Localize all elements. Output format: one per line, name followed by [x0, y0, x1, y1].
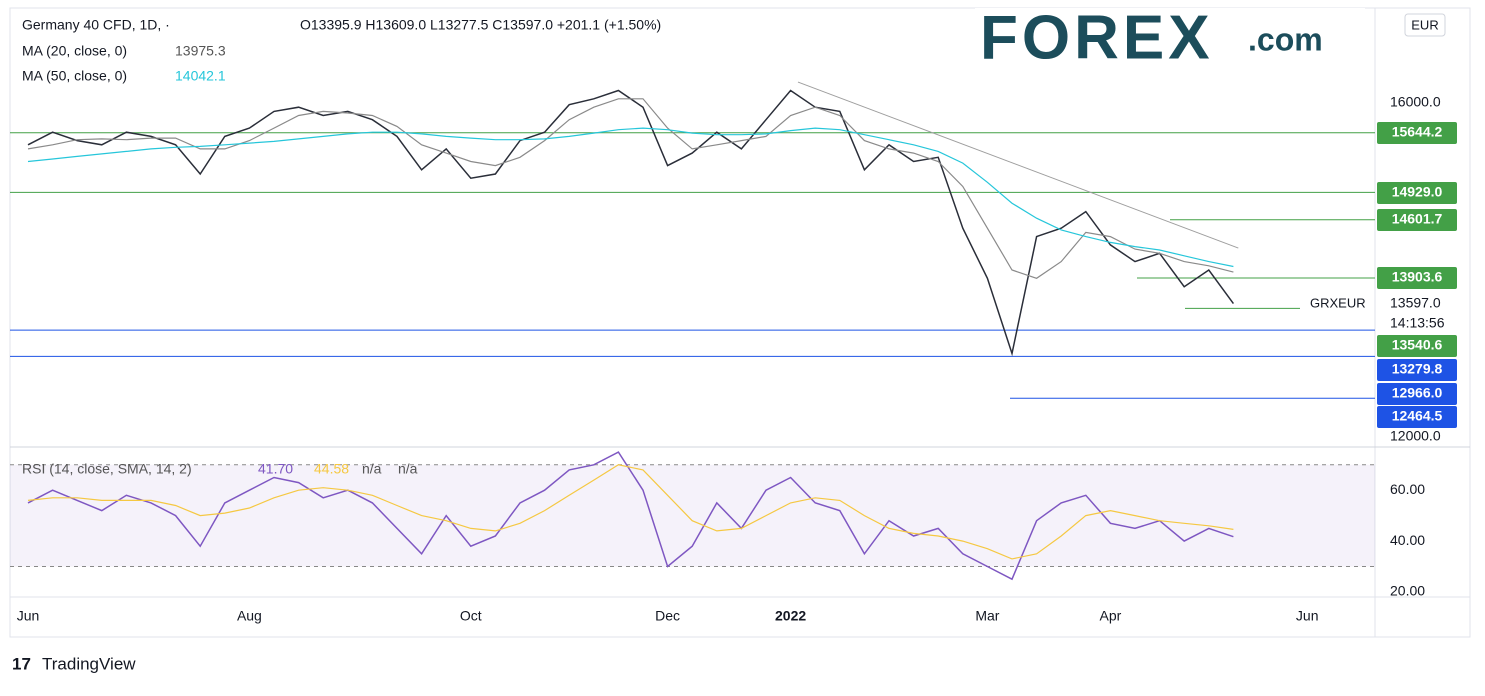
level-label: 13903.6 — [1392, 269, 1443, 285]
level-label: 14601.7 — [1392, 211, 1443, 227]
x-tick-label: Jun — [1296, 608, 1319, 624]
footer-brand: TradingView — [42, 654, 136, 673]
ma20-value: 13975.3 — [175, 43, 226, 59]
rsi-tick-label: 60.00 — [1390, 481, 1425, 497]
level-label: 12966.0 — [1392, 385, 1443, 401]
series-line — [27, 451, 1234, 581]
series-line — [27, 98, 1234, 279]
level-label-bg — [1377, 383, 1457, 405]
x-tick-label: Aug — [237, 608, 262, 624]
level-label: 12464.5 — [1392, 408, 1443, 424]
ma20-label: MA (20, close, 0) — [22, 43, 127, 59]
level-label-bg — [1377, 209, 1457, 231]
y-tick-label: 12000.0 — [1390, 428, 1441, 444]
ohlc: O13395.9 H13609.0 L13277.5 C13597.0 +201… — [300, 17, 661, 33]
rsi-value: n/a — [398, 461, 418, 477]
logo-suffix: .com — [1248, 21, 1323, 57]
series-name: GRXEUR — [1310, 295, 1366, 310]
level-label-bg — [1377, 359, 1457, 381]
y-tick-label: 16000.0 — [1390, 94, 1441, 110]
level-label-bg — [1377, 406, 1457, 428]
level-label: 13279.8 — [1392, 361, 1443, 377]
series-line — [27, 89, 1235, 357]
level-label-bg — [1377, 335, 1457, 357]
x-tick-label: Mar — [975, 608, 999, 624]
level-label-bg — [1377, 122, 1457, 144]
level-label-bg — [1377, 182, 1457, 204]
countdown: 14:13:56 — [1390, 315, 1445, 331]
series-line — [27, 464, 1234, 560]
series-line — [27, 127, 1234, 268]
logo-bg — [975, 8, 1365, 86]
rsi-tick-label: 20.00 — [1390, 583, 1425, 599]
level-label: 15644.2 — [1392, 124, 1443, 140]
logo-text: FOREX — [980, 3, 1214, 72]
rsi-value: n/a — [362, 461, 382, 477]
rsi-value: 44.58 — [314, 461, 349, 477]
rsi-value: 41.70 — [258, 461, 293, 477]
x-tick-label: 2022 — [775, 608, 806, 624]
rsi-title: RSI (14, close, SMA, 14, 2) — [22, 461, 192, 477]
currency-box — [1404, 13, 1446, 37]
ma50-label: MA (50, close, 0) — [22, 68, 127, 84]
level-label-bg — [1377, 267, 1457, 289]
level-label: 14929.0 — [1392, 184, 1443, 200]
trendline — [797, 81, 1239, 249]
rsi-band — [10, 464, 1375, 567]
price-label: 13597.0 — [1390, 295, 1441, 311]
footer-icon: 17 — [12, 654, 31, 673]
x-tick-label: Jun — [17, 608, 40, 624]
rsi-tick-label: 40.00 — [1390, 532, 1425, 548]
currency: EUR — [1411, 17, 1438, 32]
x-tick-label: Apr — [1100, 608, 1122, 624]
symbol-title: Germany 40 CFD, 1D, · — [22, 17, 170, 33]
level-label: 13540.6 — [1392, 337, 1443, 353]
x-tick-label: Oct — [460, 608, 482, 624]
ma50-value: 14042.1 — [175, 68, 226, 84]
x-tick-label: Dec — [655, 608, 680, 624]
frame — [9, 7, 1471, 638]
